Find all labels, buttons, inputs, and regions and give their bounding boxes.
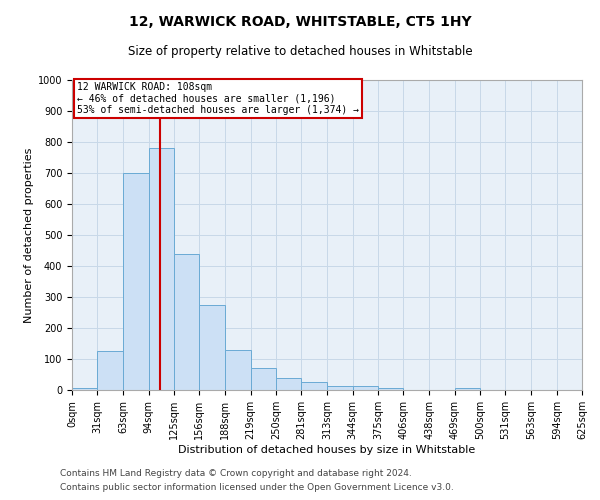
Text: 12, WARWICK ROAD, WHITSTABLE, CT5 1HY: 12, WARWICK ROAD, WHITSTABLE, CT5 1HY — [128, 15, 472, 29]
Text: 12 WARWICK ROAD: 108sqm
← 46% of detached houses are smaller (1,196)
53% of semi: 12 WARWICK ROAD: 108sqm ← 46% of detache… — [77, 82, 359, 115]
X-axis label: Distribution of detached houses by size in Whitstable: Distribution of detached houses by size … — [178, 444, 476, 454]
Bar — [301, 382, 328, 390]
Bar — [226, 350, 251, 390]
Text: Contains public sector information licensed under the Open Government Licence v3: Contains public sector information licen… — [60, 484, 454, 492]
Bar — [353, 386, 378, 390]
Bar — [378, 388, 403, 390]
Text: Size of property relative to detached houses in Whitstable: Size of property relative to detached ho… — [128, 45, 472, 58]
Text: Contains HM Land Registry data © Crown copyright and database right 2024.: Contains HM Land Registry data © Crown c… — [60, 468, 412, 477]
Bar — [455, 388, 480, 390]
Bar — [276, 378, 301, 390]
Bar — [72, 388, 97, 390]
Bar — [149, 148, 174, 390]
Bar — [328, 386, 353, 390]
Y-axis label: Number of detached properties: Number of detached properties — [23, 148, 34, 322]
Bar — [124, 173, 149, 390]
Bar — [199, 304, 226, 390]
Bar — [251, 368, 276, 390]
Bar — [174, 254, 199, 390]
Bar — [97, 351, 124, 390]
